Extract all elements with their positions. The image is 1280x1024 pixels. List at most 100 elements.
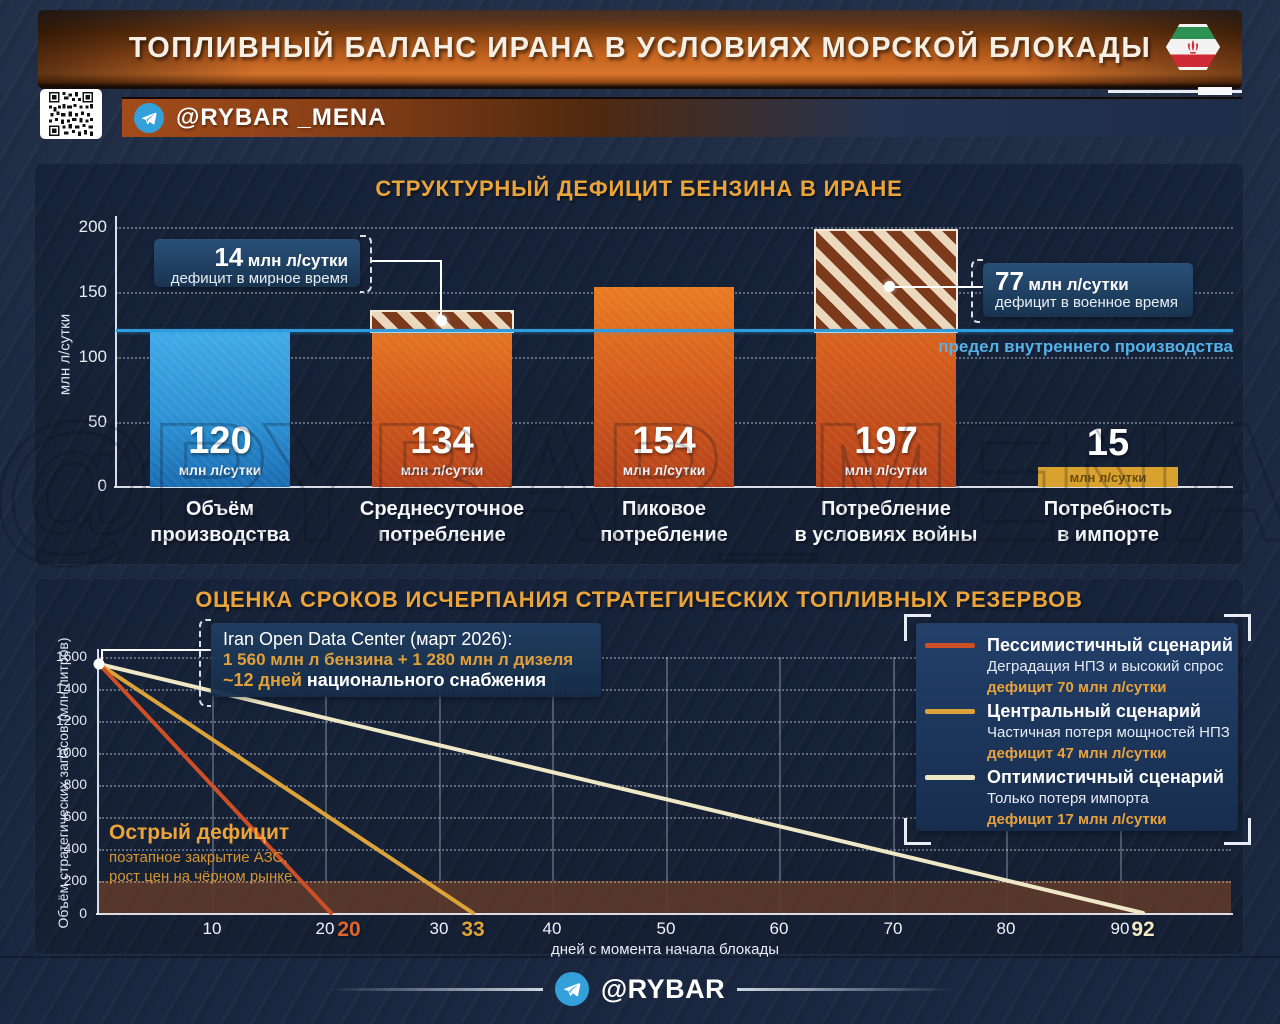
annotation-connector [101, 649, 211, 664]
legend-corner [904, 818, 931, 845]
legend-title: Оптимистичный сценарий [987, 767, 1224, 787]
legend-deficit: дефицит 17 млн л/сутки [987, 811, 1167, 828]
peacetime-deficit-callout: 14 млн л/сутки дефицит в мирное время [154, 239, 360, 287]
x-tick: 50 [656, 919, 676, 938]
reserves-annotation: Iran Open Data Center (март 2026): 1 560… [211, 623, 601, 697]
qr-code [40, 89, 102, 139]
y-axis-title: млн л/сутки [56, 313, 74, 396]
legend-title: Центральный сценарий [987, 701, 1201, 721]
vgrid-60 [779, 657, 781, 913]
header-banner: ТОПЛИВНЫЙ БАЛАНС ИРАНА В УСЛОВИЯХ МОРСКО… [38, 10, 1242, 89]
gridline-200 [116, 227, 1233, 229]
bar-peak-consumption [594, 287, 734, 487]
footer-line-left [327, 987, 543, 991]
category-label: Потребление в условиях войны [794, 498, 978, 546]
x-tick: 80 [996, 919, 1016, 938]
y-tick-100: 100 [78, 347, 107, 366]
x-tick: 10 [202, 919, 222, 938]
telegram-icon[interactable] [554, 972, 589, 1006]
y-axis [115, 216, 117, 487]
header-divider-line [1108, 90, 1242, 93]
vgrid-20 [325, 657, 327, 913]
footer-divider [0, 956, 1280, 958]
bar-unit: млн л/сутки [844, 462, 928, 478]
y-tick-1400: 1400 [55, 680, 87, 696]
y-tick-0: 0 [97, 476, 107, 495]
gridline-1200 [99, 721, 1231, 723]
wartime-deficit-callout: 77 млн л/сутки дефицит в военное время [983, 263, 1193, 317]
callout-dot [884, 281, 895, 292]
danger-zone-desc: рост цен на чёрном рынке [109, 868, 293, 885]
line-chart-panel: ОЦЕНКА СРОКОВ ИСЧЕРПАНИЯ СТРАТЕГИЧЕСКИХ … [34, 578, 1251, 958]
page-title: ТОПЛИВНЫЙ БАЛАНС ИРАНА В УСЛОВИЯХ МОРСКО… [128, 31, 1152, 64]
legend-deficit: дефицит 70 млн л/сутки [987, 679, 1167, 696]
telegram-icon [134, 103, 164, 133]
y-tick-0: 0 [79, 905, 87, 921]
bar-value: 120 [188, 420, 252, 462]
y-tick-800: 800 [63, 776, 87, 792]
y-tick-400: 400 [63, 840, 87, 856]
danger-zone-band [99, 881, 1231, 915]
y-tick-200: 200 [78, 217, 107, 236]
y-tick-150: 150 [78, 282, 107, 301]
bar-unit: млн л/сутки [178, 462, 262, 478]
bar-unit: млн л/сутки [400, 462, 484, 478]
footer-handle[interactable]: @RYBAR [600, 973, 726, 1004]
depletion-day-central: 33 [461, 918, 485, 941]
bar-value: 197 [854, 420, 918, 462]
gridline-400 [99, 849, 1231, 851]
callout-bracket [971, 259, 983, 323]
gridline-600 [99, 817, 1231, 819]
legend-swatch-central [925, 709, 975, 714]
vgrid-50 [666, 657, 668, 913]
bar-production [150, 331, 290, 487]
y-axis [97, 649, 99, 915]
legend-desc: Частичная потеря мощностей НПЗ [987, 724, 1230, 741]
y-tick-1000: 1000 [55, 744, 87, 760]
gridline-1000 [99, 753, 1231, 755]
production-limit-line [116, 329, 1233, 332]
x-axis-title: дней с момента начала блокады [550, 941, 780, 958]
scenario-legend [916, 623, 1238, 831]
footer-line-right [737, 987, 953, 991]
bar-value: 134 [410, 420, 474, 462]
gridline-1400 [99, 689, 1231, 691]
x-tick: 20 [315, 919, 335, 938]
callout-connector [372, 260, 442, 262]
vgrid-70 [893, 657, 895, 913]
gridline-800 [99, 785, 1231, 787]
x-axis [114, 486, 1233, 488]
legend-desc: Деградация НПЗ и высокий спрос [987, 658, 1224, 675]
vgrid-30 [439, 657, 441, 913]
start-dot [93, 658, 105, 670]
y-tick-1600: 1600 [55, 648, 87, 664]
vgrid-40 [552, 657, 554, 913]
y-tick-600: 600 [63, 808, 87, 824]
pessimistic-line [97, 662, 333, 915]
bar-chart-panel: СТРУКТУРНЫЙ ДЕФИЦИТ БЕНЗИНА В ИРАНЕ 200 … [34, 163, 1244, 565]
bar-unit: млн л/сутки [622, 462, 706, 478]
x-tick: 60 [769, 919, 789, 938]
category-label: Объём производства [150, 498, 290, 546]
y-tick-200: 200 [63, 872, 87, 888]
danger-zone-title: Острый дефицит [109, 821, 290, 844]
callout-bracket [199, 619, 211, 707]
telegram-handle: @RYBAR _MENA [176, 104, 387, 131]
central-line [97, 662, 475, 915]
callout-connector [895, 286, 983, 288]
y-tick-50: 50 [88, 412, 107, 431]
category-label: Среднесуточное потребление [359, 498, 525, 546]
legend-title: Пессимистичный сценарий [987, 635, 1233, 655]
x-axis [96, 913, 1233, 915]
footer: @RYBAR [0, 972, 1280, 1006]
x-tick: 90 [1110, 919, 1130, 938]
telegram-bar[interactable]: @RYBAR _MENA [122, 97, 1242, 137]
bar-value: 15 [1086, 422, 1130, 464]
x-tick: 40 [542, 919, 562, 938]
bar-avg-consumption [372, 313, 512, 487]
line-chart-title: ОЦЕНКА СРОКОВ ИСЧЕРПАНИЯ СТРАТЕГИЧЕСКИХ … [195, 587, 1083, 612]
bar-import-need [1038, 467, 1178, 487]
legend-corner [1224, 614, 1251, 641]
callout-dot [436, 315, 447, 326]
